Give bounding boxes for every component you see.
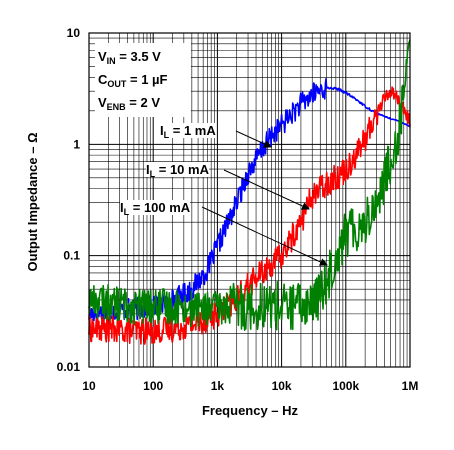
y-tick-label: 0.1 xyxy=(63,249,80,263)
test-conditions-box: VIN = 3.5 V COUT = 1 µF VENB = 2 V xyxy=(95,43,191,117)
x-axis-title: Frequency – Hz xyxy=(201,403,299,418)
annotation-arrow-0 xyxy=(235,130,272,148)
series-label-10ma: IL = 10 mA xyxy=(146,162,209,179)
x-tick-label: 100 xyxy=(143,379,163,393)
x-tick-label: 100k xyxy=(332,379,359,393)
x-tick-label: 10k xyxy=(272,379,292,393)
condition-cout: COUT = 1 µF xyxy=(98,72,168,89)
condition-venb: VENB = 2 V xyxy=(98,95,161,112)
series-line-1 xyxy=(88,86,411,345)
series-line-2 xyxy=(88,39,411,331)
y-tick-label: 10 xyxy=(67,26,81,40)
x-tick-label: 1M xyxy=(402,379,419,393)
x-tick-label: 1k xyxy=(211,379,225,393)
series-label-100ma: IL = 100 mA xyxy=(120,200,191,217)
y-tick-label: 0.01 xyxy=(57,360,81,374)
x-tick-label: 10 xyxy=(82,379,96,393)
plot-frame xyxy=(88,32,411,368)
series-label-1ma: IL = 1 mA xyxy=(160,123,216,140)
condition-vin: VIN = 3.5 V xyxy=(98,49,161,66)
data-series xyxy=(88,39,411,345)
annotation-arrows xyxy=(201,130,328,266)
y-tick-label: 1 xyxy=(73,137,80,151)
y-tick-labels: 0.01 0.1 1 10 xyxy=(57,26,81,374)
x-tick-labels: 10 100 1k 10k 100k 1M xyxy=(82,379,418,393)
y-axis-title: Output Impedance – Ω xyxy=(25,132,40,272)
annotation-arrow-2 xyxy=(201,206,328,266)
annotation-arrow-1 xyxy=(223,169,310,210)
